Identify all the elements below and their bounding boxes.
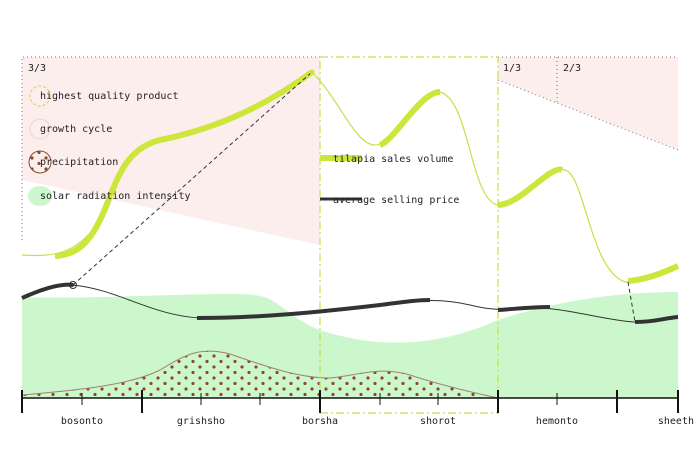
legend-icon <box>29 118 51 140</box>
region-outlines <box>21 56 679 240</box>
season-label: bosonto <box>61 416 103 427</box>
growth-region <box>22 57 320 245</box>
time-axis <box>21 390 679 413</box>
season-label: shorot <box>420 416 456 427</box>
fraction: 3/3 <box>28 63 46 74</box>
sales-highlight <box>54 69 680 284</box>
legend-label: growth cycle <box>40 124 112 135</box>
season-label: sheeth <box>658 416 694 427</box>
precipitation-area <box>21 350 499 399</box>
legend-label: precipitation <box>40 157 118 168</box>
season-label: grishsho <box>177 416 225 427</box>
legend-icon <box>28 186 52 206</box>
legend-label: highest quality product <box>40 91 178 102</box>
season-label: hemonto <box>536 416 578 427</box>
legend-icon <box>29 85 51 107</box>
marker <box>69 281 77 289</box>
fraction: 2/3 <box>563 63 581 74</box>
season-box <box>319 56 499 414</box>
legend-icon <box>28 150 52 174</box>
marker <box>71 283 75 287</box>
marker <box>309 69 315 75</box>
legend-label: average selling price <box>333 195 459 206</box>
fraction: 1/3 <box>503 63 521 74</box>
legend-label: tilapia sales volume <box>333 154 453 165</box>
legend-label: solar radiation intensity <box>40 191 191 202</box>
price-highlight <box>21 282 679 324</box>
season-label: borsha <box>302 416 338 427</box>
growth-region <box>498 57 678 150</box>
connectors <box>72 71 636 323</box>
